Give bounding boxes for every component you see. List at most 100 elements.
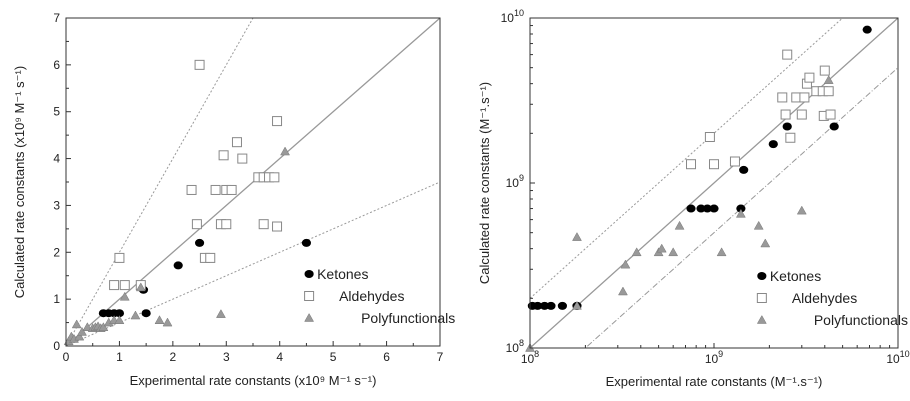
data-point-ketones [114,309,125,318]
data-point-ketones [768,140,778,149]
y-tick-label: 3 [53,198,60,212]
data-point-aldehydes [686,159,697,170]
data-point-ketones [141,309,151,318]
linear-scale-chart: 0 1 2 3 4 5 6 7 0 1 2 3 4 5 6 7 Experimental rate const… [12,11,455,388]
data-point-aldehydes [272,221,283,232]
x-tick-label: 5 [330,350,337,364]
data-point-polyfunctionals [674,220,685,230]
data-point-polyfunctionals [760,238,771,248]
legend: Ketones Aldehydes Polyfunctionals [756,268,908,328]
legend-label: Aldehydes [339,288,404,304]
legend-marker [756,314,767,324]
data-point-ketones [533,301,543,310]
y-tick-label: 0 [53,339,60,353]
data-point-ketones [702,204,712,213]
bound-line [66,18,254,346]
x-tick-label: 1010 [886,349,909,366]
data-point-polyfunctionals [735,208,746,218]
data-point-aldehydes [777,92,788,103]
x-tick-label: 2 [170,350,177,364]
x-tick-label: 6 [383,350,390,364]
data-point-polyfunctionals [114,315,125,324]
data-point-aldehydes [186,184,197,195]
y-tick-label: 1010 [501,8,524,25]
data-point-polyfunctionals [823,75,834,84]
x-tick-label: 108 [521,349,539,366]
data-point-ketones [782,122,792,131]
data-point-aldehydes [825,109,836,120]
data-point-polyfunctionals [668,247,679,257]
data-point-aldehydes [191,219,202,230]
data-point-aldehydes [819,65,830,76]
parity-line [530,18,898,348]
data-point-polyfunctionals [656,243,667,253]
data-point-aldehydes [269,172,280,183]
bound-line [584,67,898,348]
data-point-polyfunctionals [620,259,631,269]
y-axis-label: Calculated rate constants (x10⁹ M⁻¹ s⁻¹) [12,66,27,298]
legend-marker [304,270,314,278]
data-point-aldehydes [237,153,248,164]
data-point-polyfunctionals [98,322,109,332]
data-point-ketones [557,301,568,310]
data-point-polyfunctionals [716,247,727,257]
data-point-ketones [546,301,556,310]
data-point-aldehydes [804,72,815,83]
legend-label: Polyfunctionals [814,312,908,328]
data-point-ketones [696,204,706,213]
data-point-aldehydes [114,252,125,263]
x-axis-label: Experimental rate constants (x10⁹ M⁻¹ s⁻… [130,373,377,388]
data-point-polyfunctionals [572,300,582,310]
data-point-polyfunctionals [618,286,628,296]
data-point-ketones [709,204,719,213]
legend-marker [757,272,767,280]
data-point-ketones [829,122,839,131]
y-tick-label: 1 [53,292,60,306]
x-tick-label: 109 [705,349,723,366]
data-point-ketones [862,25,872,34]
data-point-polyfunctionals [216,309,226,318]
legend-label: Ketones [317,266,368,282]
data-point-aldehydes [785,132,796,143]
data-point-polyfunctionals [162,317,173,327]
data-point-ketones [539,301,550,310]
legend-marker [304,291,315,301]
x-tick-label: 4 [276,350,283,364]
y-tick-label: 6 [53,58,60,72]
data-point-polyfunctionals [77,326,87,336]
legend-label: Aldehydes [792,290,857,306]
data-point-ketones [173,261,183,270]
data-point-polyfunctionals [135,282,146,292]
data-point-aldehydes [258,219,269,230]
data-point-aldehydes [709,159,719,170]
x-tick-label: 3 [223,350,230,364]
y-tick-label: 7 [53,11,60,25]
legend: Ketones Aldehydes Polyfunctionals [304,266,455,326]
x-tick-label: 0 [63,350,70,364]
x-tick-label: 7 [437,350,444,364]
bound-line [530,18,844,299]
data-point-aldehydes [782,49,793,60]
data-point-aldehydes [226,184,237,195]
data-point-aldehydes [799,92,810,103]
data-point-polyfunctionals [631,247,642,257]
legend-marker [304,312,315,322]
data-point-aldehydes [194,59,205,70]
bound-line [66,181,440,346]
data-point-polyfunctionals [119,291,130,301]
data-point-polyfunctionals [280,146,290,156]
data-point-aldehydes [109,280,120,291]
data-point-polyfunctionals [572,232,582,241]
data-point-ketones [194,238,205,247]
data-point-polyfunctionals [74,331,85,341]
data-point-aldehydes [272,116,283,127]
data-point-ketones [301,238,312,247]
data-point-polyfunctionals [154,315,165,324]
data-point-polyfunctionals [71,319,82,329]
data-point-aldehydes [231,137,242,148]
data-point-aldehydes [704,132,715,143]
data-point-ketones [739,165,749,174]
y-tick-label: 2 [53,245,60,259]
